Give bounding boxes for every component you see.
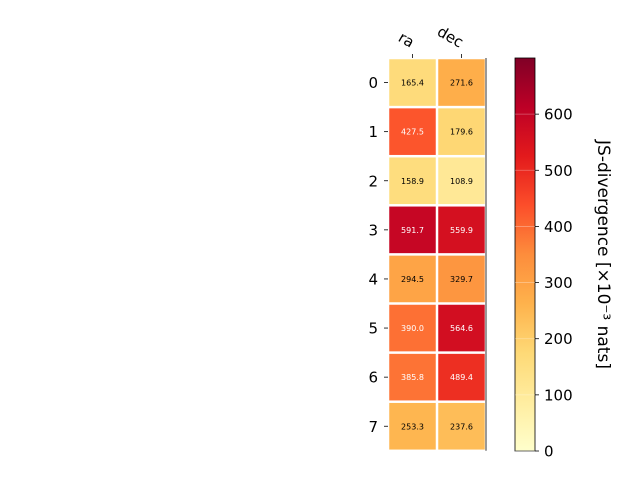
heatmap-cell (438, 402, 485, 450)
heatmap-cell (389, 402, 436, 450)
y-tick-label: 7 (368, 418, 378, 436)
cell-value-label: 559.9 (450, 226, 473, 235)
heatmap-cell (389, 304, 436, 352)
heatmap-cell (438, 255, 485, 303)
y-tick-label: 2 (368, 172, 378, 190)
colorbar-tick-label: 0 (544, 443, 554, 461)
colorbar-tick-label: 500 (544, 162, 573, 180)
cell-value-label: 427.5 (401, 128, 424, 137)
colorbar-tick-label: 600 (544, 106, 573, 124)
heatmap-cell (389, 108, 436, 155)
y-tick-label: 5 (368, 320, 378, 338)
x-tick-label: dec (434, 22, 466, 51)
cell-value-label: 591.7 (401, 226, 424, 235)
cell-value-label: 294.5 (401, 275, 424, 284)
cell-value-label: 179.6 (450, 128, 473, 137)
cell-value-label: 253.3 (401, 422, 424, 431)
heatmap-cell (389, 255, 436, 303)
heatmap-area: 165.4 271.6 427.5 179.6 158.9 108.9 591.7 559.9… (389, 58, 487, 451)
y-tick-label: 4 (368, 270, 378, 288)
colorbar-tick-label: 300 (544, 274, 573, 292)
heatmap-cell (438, 108, 485, 155)
heatmap-cell (438, 157, 485, 205)
y-axis: 0 1 2 3 4 5 6 7 (368, 74, 388, 436)
y-tick-label: 1 (368, 123, 378, 141)
cell-value-label: 390.0 (401, 324, 424, 333)
colorbar-gradient (514, 57, 536, 452)
cell-value-label: 158.9 (401, 177, 424, 186)
cell-value-label: 329.7 (450, 275, 473, 284)
heatmap-cell (438, 59, 485, 106)
colorbar-tick-label: 400 (544, 218, 573, 236)
colorbar-label: JS-divergence [×10⁻³ nats] (593, 139, 613, 369)
cell-value-label: 489.4 (450, 373, 473, 382)
cell-value-label: 271.6 (450, 79, 473, 88)
heatmap-cell (438, 304, 485, 352)
y-tick-label: 3 (368, 221, 378, 239)
colorbar-tick-label: 100 (544, 386, 573, 404)
y-tick-label: 6 (368, 369, 378, 387)
cell-value-label: 385.8 (401, 373, 424, 382)
heatmap-cell (438, 206, 485, 254)
heatmap-cell (389, 353, 436, 401)
heatmap-cell (389, 206, 436, 254)
x-axis: ra dec (395, 22, 467, 58)
heatmap-cell (389, 59, 436, 106)
cell-value-label: 237.6 (450, 422, 473, 431)
cell-value-label: 108.9 (450, 177, 473, 186)
colorbar-tick-label: 200 (544, 330, 573, 348)
heatmap-cell (438, 353, 485, 401)
heatmap-cell (389, 157, 436, 205)
y-tick-label: 0 (368, 74, 378, 92)
x-tick-label: ra (395, 28, 417, 51)
cell-value-label: 564.6 (450, 324, 473, 333)
cell-value-label: 165.4 (401, 79, 424, 88)
colorbar: 0 100 200 300 400 500 600 JS-divergence [×10⁻³ … (514, 57, 613, 461)
